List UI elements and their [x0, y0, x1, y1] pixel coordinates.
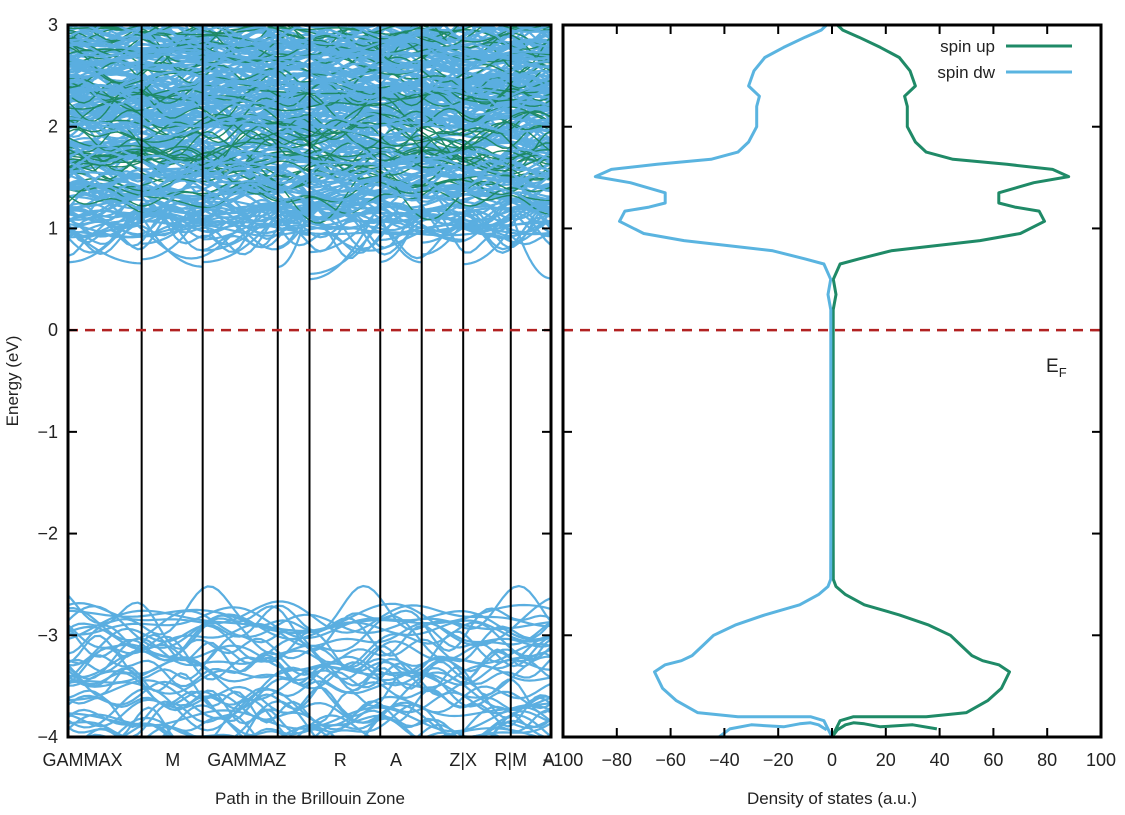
- energy-tick-label: −4: [37, 727, 58, 747]
- dos-tick-label: −20: [763, 750, 794, 770]
- dos-curve-spin-down: [593, 25, 834, 737]
- dos-tick-label: −80: [602, 750, 633, 770]
- dos-curves: [593, 25, 1071, 737]
- kpath-tick-label: GAMMAZ: [207, 750, 286, 770]
- valence-band-line: [329, 727, 542, 737]
- energy-tick-label: 2: [48, 117, 58, 137]
- kpath-axis-title: Path in the Brillouin Zone: [215, 789, 405, 808]
- kpath-tick-label: A: [543, 750, 555, 770]
- dos-axis-title: Density of states (a.u.): [747, 789, 917, 808]
- conduction-band-line: [202, 212, 279, 264]
- dos-tick-label: 0: [827, 750, 837, 770]
- kpath-tick-label: Z|X: [449, 750, 477, 770]
- band-structure-panel: 3 2 1 0 −1 −2 −3 −4 GAMMAX M GAMMAZ R A Z|X R|M A Ener…: [3, 15, 1101, 808]
- dos-tick-label: 20: [876, 750, 896, 770]
- kpath-tick-label: R|M: [494, 750, 527, 770]
- kpath-tick-label: A: [390, 750, 402, 770]
- legend-label: spin dw: [937, 63, 995, 82]
- fermi-level-label: EF: [1046, 356, 1067, 380]
- energy-tick-label: −3: [37, 625, 58, 645]
- conduction-band-line: [83, 25, 551, 42]
- band-plot-frame: [66, 23, 553, 739]
- energy-tick-label: 1: [48, 218, 58, 238]
- dos-tick-label: 100: [1086, 750, 1116, 770]
- fermi-level-label-main: E: [1046, 356, 1059, 377]
- energy-tick-label: −2: [37, 524, 58, 544]
- dos-tick-label: 80: [1037, 750, 1057, 770]
- kpath-separators: [140, 25, 512, 737]
- kpath-axis: GAMMAX M GAMMAZ R A Z|X R|M A: [42, 750, 554, 770]
- dos-panel: −100 −80 −60 −40 −20 0 20 40 60 80 100 Density of …: [543, 23, 1116, 808]
- legend: spin up spin dw: [937, 37, 1072, 82]
- energy-axis-title: Energy (eV): [3, 336, 22, 427]
- dos-axis: −100 −80 −60 −40 −20 0 20 40 60 80 100: [543, 25, 1116, 770]
- kpath-tick-label: R: [334, 750, 347, 770]
- kpath-tick-label: M: [165, 750, 180, 770]
- dos-tick-label: −40: [709, 750, 740, 770]
- energy-tick-label: −1: [37, 422, 58, 442]
- dos-tick-label: 40: [930, 750, 950, 770]
- dos-tick-label: 60: [983, 750, 1003, 770]
- dos-curve-spin-up: [830, 25, 1071, 737]
- dos-tick-label: −60: [655, 750, 686, 770]
- kpath-tick-label: GAMMAX: [42, 750, 122, 770]
- energy-tick-label: 3: [48, 15, 58, 35]
- fermi-level-label-sub: F: [1059, 365, 1067, 380]
- energy-tick-label: 0: [48, 320, 58, 340]
- dos-tick-label: −100: [543, 750, 584, 770]
- legend-label: spin up: [940, 37, 995, 56]
